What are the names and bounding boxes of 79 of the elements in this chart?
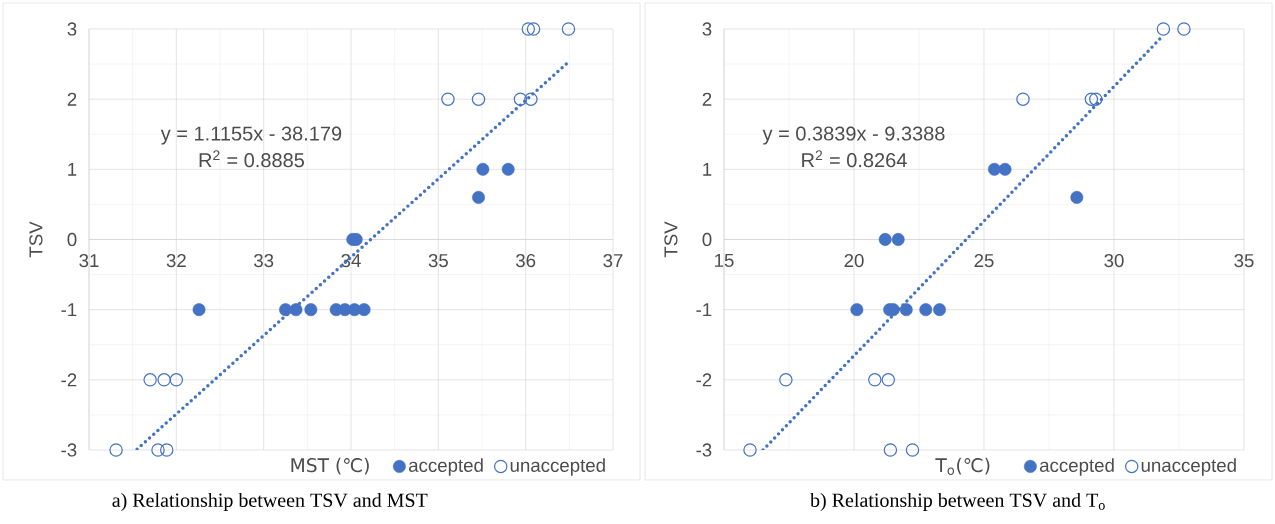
- x-tick-label: 31: [79, 253, 99, 268]
- annotation: y = 1.1155x - 38.179: [160, 126, 342, 145]
- x-tick-label: 30: [1104, 253, 1124, 268]
- point: [933, 303, 946, 317]
- x-tick-label: 34: [341, 253, 361, 268]
- x-tick-label: 15: [715, 253, 734, 268]
- y-tick-label: 2: [67, 92, 77, 106]
- point: [919, 303, 933, 317]
- point: [157, 373, 171, 387]
- x-tick-label: 33: [254, 253, 274, 268]
- point: [878, 233, 892, 246]
- point: [476, 162, 490, 176]
- x-axis-title: T$_{o}$(℃): [935, 457, 990, 476]
- y-tick-label: 2: [702, 92, 712, 106]
- point: [143, 373, 157, 387]
- y-tick-label: -1: [61, 303, 77, 317]
- point: [289, 303, 303, 317]
- legend-label: accepted: [1039, 458, 1114, 476]
- point: [1016, 92, 1030, 106]
- point: [471, 92, 486, 106]
- y-tick-label: -2: [696, 373, 712, 387]
- point: [441, 92, 455, 106]
- point: [891, 233, 905, 246]
- point: [160, 443, 174, 457]
- x-tick-label: 32: [166, 253, 186, 268]
- point: [192, 303, 206, 317]
- annotation: R$^{2}$ = 0.8264: [802, 150, 907, 168]
- point: [1177, 22, 1191, 36]
- y-tick-label: 0: [702, 232, 712, 247]
- text: a) Relationship between TSV and MST: [112, 492, 428, 512]
- point: [883, 443, 898, 457]
- point: [850, 303, 864, 317]
- point: [472, 190, 485, 204]
- point: [521, 22, 536, 36]
- point: [561, 22, 576, 36]
- x-tick-label: 20: [844, 253, 864, 268]
- point: [524, 92, 538, 106]
- point: [151, 443, 165, 457]
- point: [513, 92, 528, 106]
- point: [868, 373, 882, 387]
- point: [1084, 92, 1099, 106]
- point: [169, 373, 184, 387]
- text: b) Relationship between TSV and T$_{o}$: [810, 492, 1105, 512]
- x-tick-label: 25: [974, 253, 994, 268]
- y-tick-label: -3: [61, 443, 77, 457]
- legend-label: unaccepted: [1141, 458, 1236, 476]
- y-tick-label: 1: [703, 162, 712, 176]
- annotation: y = 0.3839x - 9.3388: [762, 126, 945, 145]
- legend-label: unaccepted: [510, 458, 605, 476]
- point: [501, 162, 515, 176]
- y-tick-label: 3: [67, 22, 77, 36]
- legend-label: accepted: [408, 458, 483, 476]
- y-tick-label: -1: [696, 303, 712, 317]
- x-tick-label: 35: [428, 253, 448, 268]
- y-axis-title: TSV: [664, 221, 678, 258]
- point: [526, 22, 541, 36]
- point: [743, 443, 757, 457]
- point: [899, 303, 913, 317]
- point: [1070, 190, 1084, 204]
- x-tick-label: 35: [1234, 253, 1254, 268]
- y-tick-label: 3: [702, 22, 712, 36]
- point: [881, 373, 896, 387]
- annotation: R$^{2}$ = 0.8885: [199, 150, 305, 168]
- y-tick-label: 0: [67, 232, 77, 247]
- point: [779, 373, 793, 387]
- x-tick-label: 36: [516, 253, 536, 268]
- y-tick-label: -3: [696, 443, 712, 457]
- x-axis-title: MST (℃): [291, 457, 369, 475]
- y-tick-label: 1: [68, 162, 77, 176]
- x-tick-label: 37: [603, 253, 623, 268]
- point: [357, 303, 371, 317]
- point: [998, 162, 1012, 176]
- point: [905, 443, 920, 457]
- y-tick-label: -2: [61, 373, 77, 387]
- point: [1089, 92, 1103, 106]
- point: [1156, 22, 1171, 36]
- y-axis-title: TSV: [29, 221, 43, 258]
- point: [304, 303, 318, 317]
- point: [109, 443, 123, 457]
